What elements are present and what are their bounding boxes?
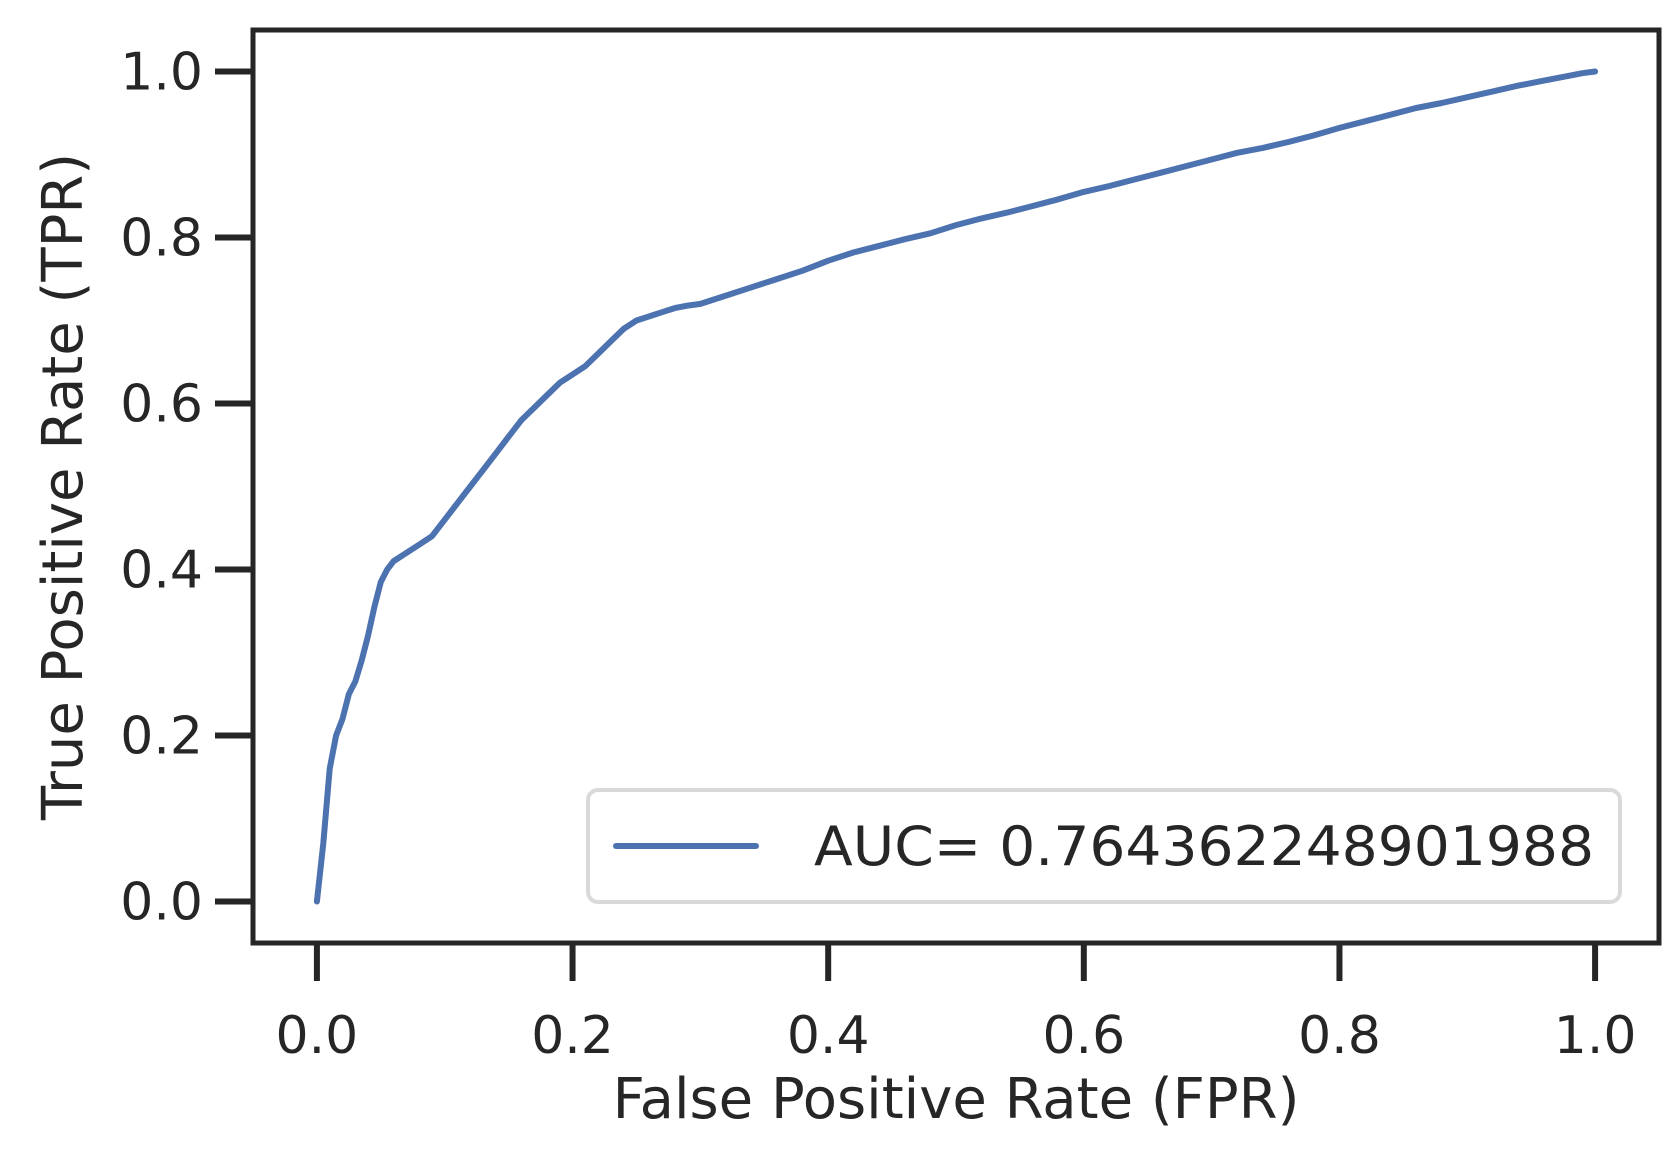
y-axis-label: True Positive Rate (TPR) <box>31 153 96 821</box>
x-tick-label: 0.8 <box>1298 1006 1381 1066</box>
x-tick-label: 0.6 <box>1042 1006 1125 1066</box>
series-layer <box>313 68 1599 905</box>
y-tick-label: 0.2 <box>120 707 203 767</box>
legend-label: AUC= 0.764362248901988 <box>814 815 1594 878</box>
x-tick-label: 0.0 <box>276 1006 359 1066</box>
x-tick-label: 1.0 <box>1554 1006 1637 1066</box>
plot-frame <box>250 27 1662 946</box>
y-tick-label: 0.0 <box>120 873 203 933</box>
x-tick-label: 0.4 <box>787 1006 870 1066</box>
y-tick-label: 0.4 <box>120 541 203 601</box>
legend: AUC= 0.764362248901988 <box>586 788 1622 904</box>
y-tick-label: 0.6 <box>120 375 203 435</box>
legend-box <box>586 788 1622 904</box>
y-tick-label: 1.0 <box>120 43 203 103</box>
roc-curve-line <box>313 68 1599 905</box>
ticks-layer: 0.0 0.2 0.4 0.6 0.8 1.0 0.0 0.2 0.4 0.6 0.8 1.0 <box>120 43 1636 1067</box>
y-tick-label: 0.8 <box>120 209 203 269</box>
x-tick-label: 0.2 <box>531 1006 614 1066</box>
x-axis-label: False Positive Rate (FPR) <box>613 1067 1300 1132</box>
